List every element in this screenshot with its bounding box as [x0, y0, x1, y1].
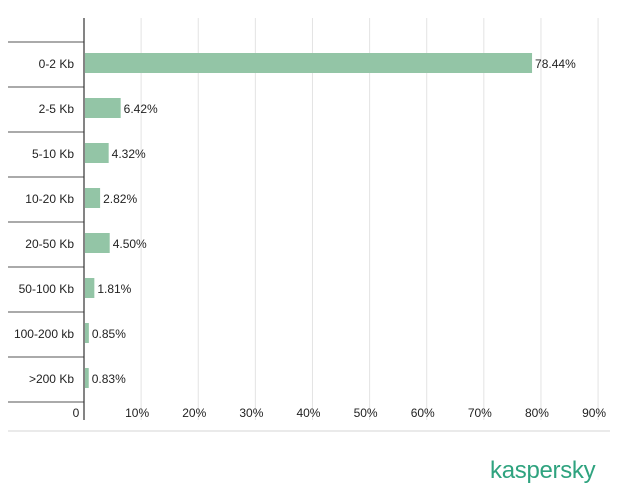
- kaspersky-logo: kaspersky: [490, 457, 596, 484]
- bar: [85, 98, 121, 118]
- category-label: 20-50 Kb: [25, 237, 74, 251]
- x-tick-label: 40%: [296, 406, 320, 420]
- bar: [85, 188, 101, 208]
- category-label: >200 Kb: [29, 372, 74, 386]
- value-label: 4.50%: [113, 237, 147, 251]
- category-labels: 0-2 Kb 2-5 Kb 5-10 Kb 10-20 Kb 20-50 Kb 50-10…: [14, 57, 74, 386]
- value-label: 0.85%: [92, 327, 126, 341]
- x-tick-label: 0: [73, 406, 80, 420]
- value-label: 4.32%: [112, 147, 146, 161]
- bar: [85, 143, 109, 163]
- x-tick-label: 90%: [582, 406, 606, 420]
- x-tick-label: 60%: [411, 406, 435, 420]
- grid-lines: [140, 18, 599, 420]
- x-tick-label: 30%: [239, 406, 263, 420]
- value-label: 78.44%: [535, 57, 576, 71]
- x-tick-label: 20%: [182, 406, 206, 420]
- value-label: 2.82%: [103, 192, 137, 206]
- bars: [85, 53, 533, 388]
- x-tick-labels: 0 10% 20% 30% 40% 50% 60% 70% 80% 90%: [73, 406, 607, 420]
- x-tick-label: 80%: [525, 406, 549, 420]
- x-tick-label: 70%: [468, 406, 492, 420]
- category-label: 50-100 Kb: [19, 282, 75, 296]
- bar: [85, 368, 89, 388]
- value-label: 0.83%: [92, 372, 126, 386]
- value-label: 1.81%: [97, 282, 131, 296]
- value-labels: 78.44% 6.42% 4.32% 2.82% 4.50% 1.81% 0.85% 0.83…: [92, 57, 576, 386]
- x-tick-label: 50%: [354, 406, 378, 420]
- category-label: 100-200 kb: [14, 327, 74, 341]
- category-label: 5-10 Kb: [32, 147, 74, 161]
- category-label: 0-2 Kb: [39, 57, 75, 71]
- bar: [85, 53, 533, 73]
- x-tick-label: 10%: [125, 406, 149, 420]
- bar: [85, 233, 110, 253]
- category-dividers: [8, 41, 610, 432]
- value-label: 6.42%: [124, 102, 158, 116]
- bar: [85, 278, 95, 298]
- bar: [85, 323, 89, 343]
- category-label: 10-20 Kb: [25, 192, 74, 206]
- category-label: 2-5 Kb: [39, 102, 75, 116]
